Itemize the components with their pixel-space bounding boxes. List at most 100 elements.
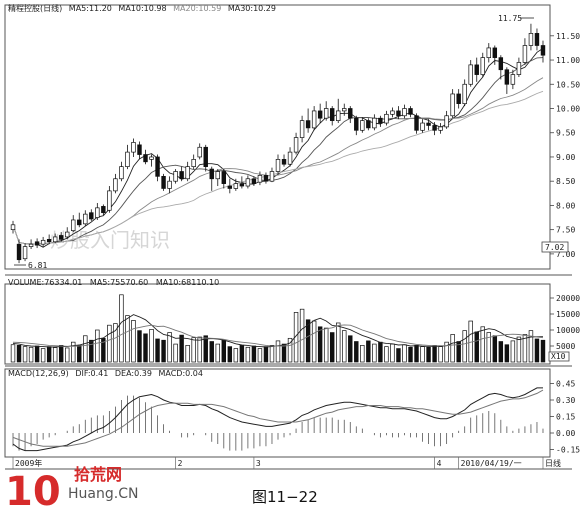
- candle-body-up: [420, 122, 425, 131]
- candle-body-up: [450, 93, 455, 117]
- volume-bar: [323, 327, 329, 363]
- candle: [336, 98, 341, 124]
- candle: [329, 106, 335, 126]
- volume-unit-tag: [548, 351, 570, 362]
- volume-bar: [191, 337, 196, 363]
- volume-panel-frame: [4, 283, 551, 365]
- volume-bar: [486, 332, 492, 363]
- candle-body-down: [143, 154, 148, 163]
- volume-bar: [275, 340, 281, 363]
- volume-bar: [203, 335, 208, 363]
- candle: [468, 60, 473, 87]
- macd-value: 0.04: [185, 369, 203, 378]
- price-y-tick-label: 11.50: [556, 32, 580, 41]
- candle-body-down: [137, 144, 142, 155]
- ma30-label: MA30:: [228, 4, 253, 13]
- candle-body-up: [257, 175, 263, 183]
- volume-bar: [58, 345, 64, 363]
- candle: [414, 113, 419, 134]
- volume-bar: [438, 346, 443, 363]
- candle: [474, 57, 479, 82]
- macd-y-tick-label: 0.30: [556, 396, 575, 405]
- volume-bar: [149, 329, 154, 363]
- candle-body-up: [390, 110, 395, 115]
- volume-bar: [46, 346, 52, 363]
- candle: [540, 40, 546, 63]
- candle-body-up: [486, 47, 492, 58]
- candle-body-down: [498, 57, 504, 71]
- volume-bar: [28, 346, 34, 363]
- candle-body-down: [317, 110, 323, 119]
- candle-body-up: [215, 171, 220, 180]
- vol-ma5-value: 75570.60: [110, 278, 148, 287]
- candle-body-up: [468, 64, 473, 85]
- candle: [52, 233, 58, 244]
- candle-body-down: [263, 175, 269, 182]
- candle: [161, 173, 166, 191]
- candle-body-down: [221, 171, 227, 184]
- candle: [34, 238, 40, 249]
- candle-body-up: [528, 33, 534, 46]
- volume-bar: [233, 348, 239, 363]
- candle-body-up: [444, 115, 449, 128]
- candle-body-down: [504, 69, 510, 85]
- candle-body-down: [474, 64, 479, 75]
- volume-bar: [77, 345, 82, 363]
- volume-bar: [137, 330, 142, 363]
- last-price-tag-text: 7.02: [545, 243, 564, 252]
- candle: [287, 147, 293, 167]
- ma20-label: MA20:: [173, 4, 198, 13]
- candle-body-up: [510, 74, 516, 85]
- candle: [239, 176, 245, 189]
- candle-body-down: [161, 175, 166, 189]
- volume-bar: [107, 324, 112, 363]
- ma30-value: 10.29: [253, 4, 276, 13]
- volume-bar: [185, 345, 190, 363]
- candle-body-down: [281, 159, 287, 165]
- volume-bar: [390, 343, 395, 363]
- macd-y-tick-label: 0.45: [556, 380, 575, 389]
- volume-bar: [263, 346, 269, 363]
- volume-bar: [239, 345, 245, 363]
- logo-digits: 10: [5, 469, 61, 514]
- candle: [486, 43, 492, 63]
- candle: [492, 45, 498, 65]
- ma5-value: 11.20: [89, 4, 112, 13]
- candle: [462, 79, 467, 107]
- volume-bar: [336, 322, 341, 363]
- candle-body-up: [275, 159, 281, 172]
- candle-body-down: [540, 45, 546, 56]
- candle-body-up: [438, 126, 443, 131]
- dea-label: DEA:: [115, 369, 134, 378]
- macd-y-tick-label: 0.15: [556, 413, 575, 422]
- volume-bar: [450, 334, 455, 363]
- vol-ma10-value: 68110.10: [181, 278, 219, 287]
- candle-body-up: [119, 166, 124, 180]
- candle: [444, 110, 449, 129]
- volume-bar: [215, 343, 220, 363]
- candle-body-up: [336, 110, 341, 121]
- candle-body-down: [155, 156, 160, 177]
- candle: [528, 23, 534, 51]
- price-y-tick-label: 7.00: [556, 250, 575, 259]
- candle: [293, 132, 299, 155]
- volume-bar: [540, 339, 546, 363]
- volume-y-tick-label: 10000: [556, 326, 580, 335]
- candle: [384, 110, 389, 126]
- candle-body-down: [378, 117, 383, 124]
- candle-body-up: [480, 57, 485, 75]
- macd-header: MACD(12,26,9) DIF:0.41 DEA:0.39 MACD:0.0…: [8, 369, 203, 378]
- candle-body-up: [52, 236, 58, 243]
- candle-body-down: [251, 178, 257, 184]
- volume-bar: [257, 348, 263, 363]
- candle: [342, 103, 347, 116]
- candle-body-down: [179, 171, 184, 180]
- candle-body-up: [323, 108, 329, 119]
- ma5-line: [12, 48, 544, 248]
- volume-bar: [34, 345, 40, 363]
- time-axis-label: 2010/04/19/一: [461, 459, 522, 468]
- volume-bar: [498, 341, 504, 363]
- candle-body-down: [46, 238, 52, 243]
- candle-body-up: [233, 183, 239, 189]
